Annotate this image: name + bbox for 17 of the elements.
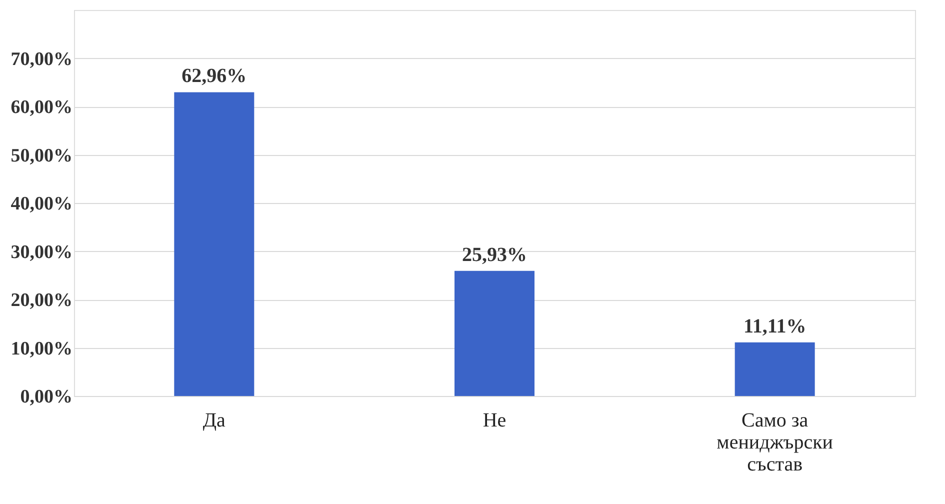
y-tick-label: 50,00%: [10, 145, 72, 166]
y-tick-label: 20,00%: [10, 290, 72, 311]
x-tick-label: Не: [482, 410, 506, 432]
y-tick-label: 40,00%: [10, 194, 72, 214]
y-tick-label: 10,00%: [10, 338, 72, 360]
x-tick-label: Само за мениджърски състав: [716, 410, 834, 476]
y-tick-label: 30,00%: [10, 242, 72, 263]
data-label: 25,93%: [462, 244, 527, 266]
y-tick-label: 0,00%: [20, 386, 72, 408]
bar: [734, 342, 815, 396]
y-tick-label: 70,00%: [10, 48, 72, 70]
bar: [454, 270, 534, 396]
x-tick-label: Да: [202, 410, 226, 432]
data-label: 62,96%: [182, 65, 247, 88]
data-label: 11,11%: [743, 315, 806, 338]
bar: [174, 92, 254, 396]
y-tick-label: 60,00%: [10, 97, 72, 118]
